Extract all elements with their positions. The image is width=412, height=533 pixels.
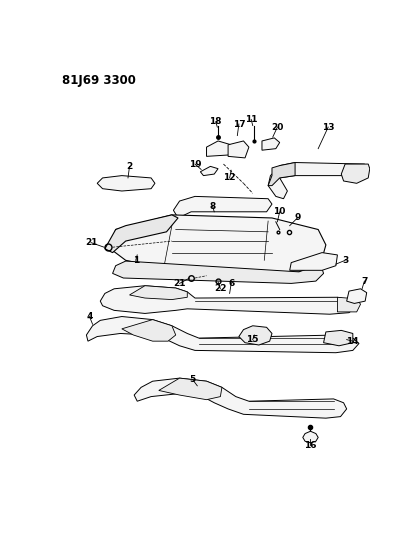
Polygon shape <box>341 164 370 183</box>
Text: 4: 4 <box>86 312 93 321</box>
Polygon shape <box>97 175 155 191</box>
Polygon shape <box>105 215 178 253</box>
Polygon shape <box>346 289 367 303</box>
Polygon shape <box>276 163 368 178</box>
Polygon shape <box>173 196 272 218</box>
Text: 3: 3 <box>342 256 348 265</box>
Text: 9: 9 <box>294 213 301 222</box>
Polygon shape <box>268 170 288 199</box>
Text: 6: 6 <box>228 279 234 288</box>
Text: 7: 7 <box>361 277 368 286</box>
Text: 22: 22 <box>214 284 227 293</box>
Text: 2: 2 <box>126 162 133 171</box>
Text: 21: 21 <box>85 238 97 247</box>
Text: 19: 19 <box>189 159 201 168</box>
Polygon shape <box>290 253 337 270</box>
Text: 11: 11 <box>245 115 258 124</box>
Polygon shape <box>303 431 318 443</box>
Text: 81J69 3300: 81J69 3300 <box>62 74 136 87</box>
Text: 8: 8 <box>210 202 216 211</box>
Polygon shape <box>110 215 326 273</box>
Polygon shape <box>134 378 346 418</box>
Text: 18: 18 <box>210 117 222 126</box>
Text: 15: 15 <box>246 335 259 344</box>
Polygon shape <box>112 261 323 284</box>
Polygon shape <box>337 297 360 312</box>
Text: 10: 10 <box>274 207 286 216</box>
Polygon shape <box>239 326 272 345</box>
Polygon shape <box>206 141 231 156</box>
Text: 14: 14 <box>346 337 359 346</box>
Text: 16: 16 <box>304 441 317 450</box>
Polygon shape <box>122 320 176 341</box>
Polygon shape <box>200 166 218 175</box>
Polygon shape <box>100 286 357 314</box>
Text: 1: 1 <box>133 256 139 265</box>
Text: 13: 13 <box>322 123 335 132</box>
Polygon shape <box>129 286 187 300</box>
Polygon shape <box>262 138 280 150</box>
Text: 5: 5 <box>190 375 196 384</box>
Polygon shape <box>268 163 295 185</box>
Polygon shape <box>228 141 249 158</box>
Polygon shape <box>87 317 359 353</box>
Text: 12: 12 <box>223 173 236 182</box>
Text: 17: 17 <box>232 119 245 128</box>
Polygon shape <box>323 330 353 346</box>
Polygon shape <box>159 378 222 400</box>
Text: 21: 21 <box>173 279 186 288</box>
Text: 20: 20 <box>271 123 283 132</box>
